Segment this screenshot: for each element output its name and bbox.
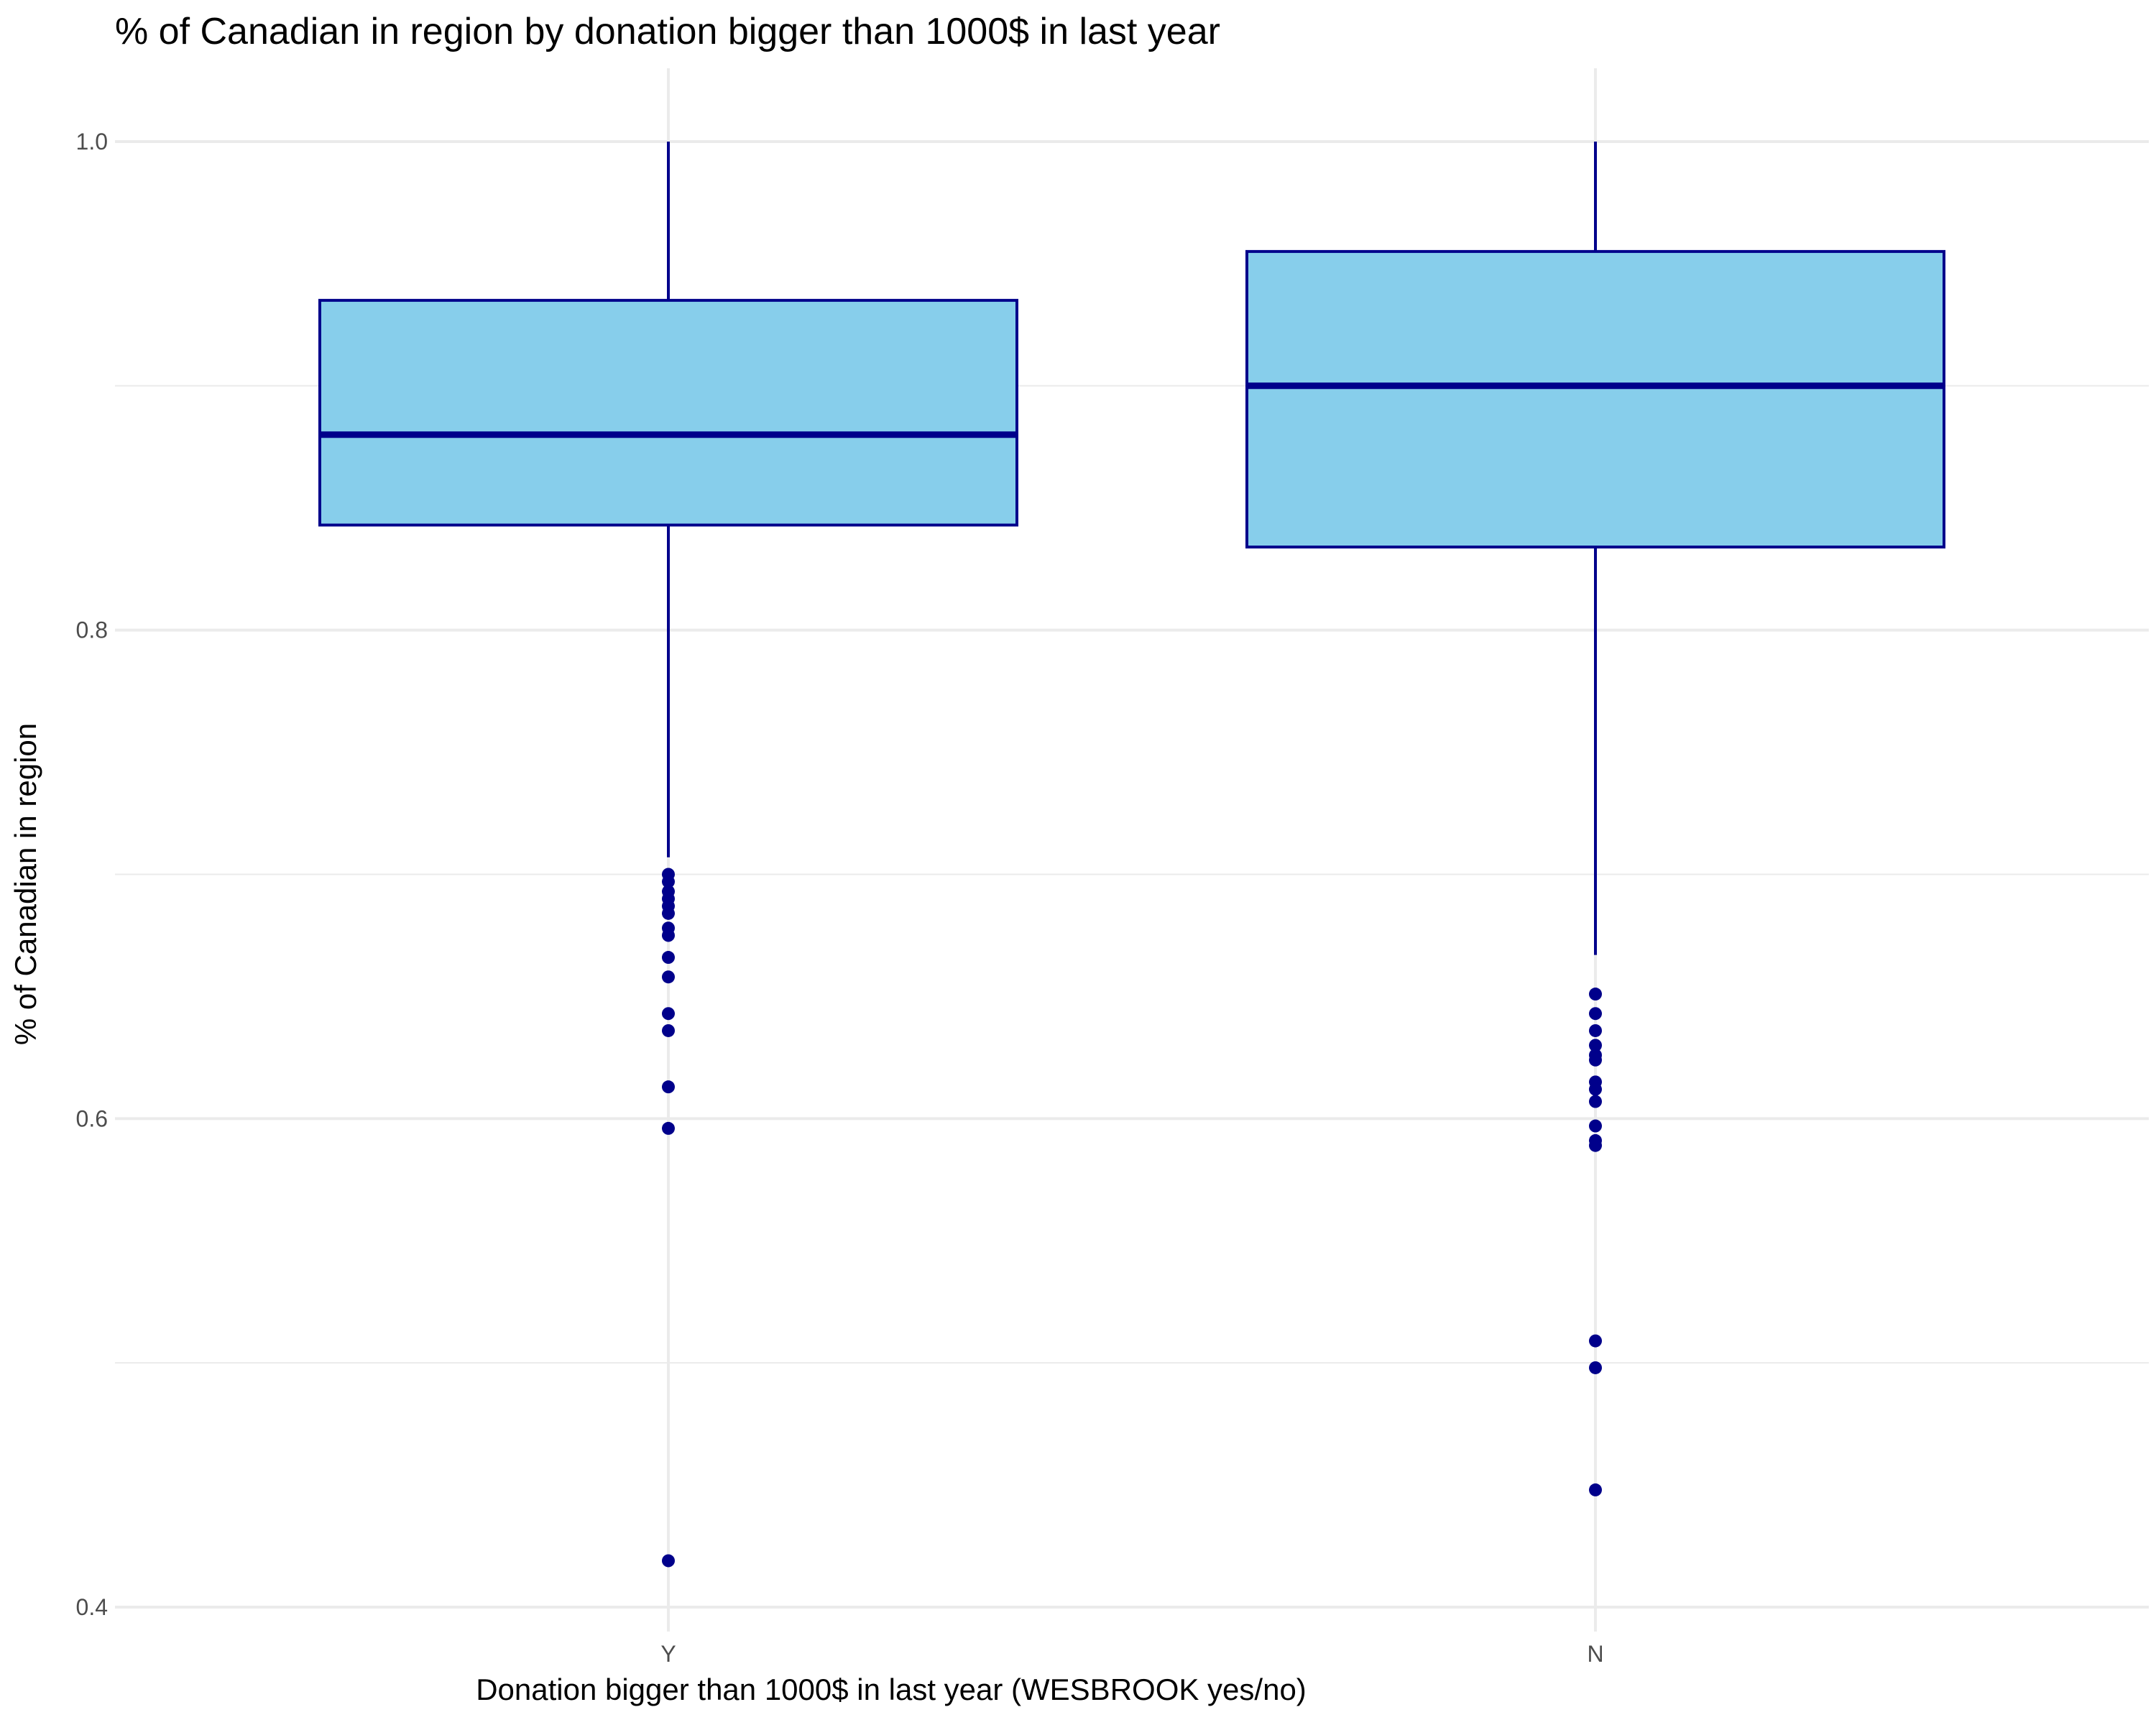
y-tick-label: 0.8 (76, 617, 108, 643)
outlier-point (662, 1554, 675, 1568)
outlier-point (1589, 1138, 1602, 1152)
outlier-point (1589, 1039, 1602, 1052)
outlier-point (662, 1121, 675, 1135)
outlier-point (662, 906, 675, 920)
boxes (318, 141, 1945, 1568)
outlier-point (1589, 1007, 1602, 1021)
x-tick-label: N (1587, 1641, 1603, 1667)
y-axis-title: % of Canadian in region (9, 723, 42, 1045)
y-tick-label: 0.4 (76, 1594, 108, 1620)
outlier-point (1589, 1483, 1602, 1496)
outlier-point (1589, 1361, 1602, 1374)
y-axis-ticks: 0.4 0.6 0.8 1.0 (76, 129, 108, 1620)
outlier-point (662, 1007, 675, 1021)
y-tick-label: 1.0 (76, 129, 108, 155)
box-group-y (318, 141, 1018, 1568)
x-tick-label: Y (660, 1641, 676, 1667)
outlier-point (662, 970, 675, 984)
x-axis-title: Donation bigger than 1000$ in last year … (476, 1673, 1307, 1706)
outlier-point (1589, 988, 1602, 1001)
y-tick-label: 0.6 (76, 1105, 108, 1131)
outlier-point (662, 951, 675, 965)
outlier-point (1589, 1053, 1602, 1067)
outlier-point (1589, 1024, 1602, 1037)
outlier-point (1589, 1082, 1602, 1096)
chart-title: % of Canadian in region by donation bigg… (115, 11, 1220, 52)
box-group-n (1245, 141, 1945, 1496)
box-iqr (318, 298, 1018, 527)
outlier-point (662, 1024, 675, 1037)
outlier-point (662, 1080, 675, 1094)
outlier-point (662, 929, 675, 942)
outlier-point (1589, 1119, 1602, 1133)
outlier-point (1589, 1095, 1602, 1108)
outlier-point (662, 875, 675, 888)
box-iqr (1245, 249, 1945, 549)
outlier-point (1589, 1334, 1602, 1348)
